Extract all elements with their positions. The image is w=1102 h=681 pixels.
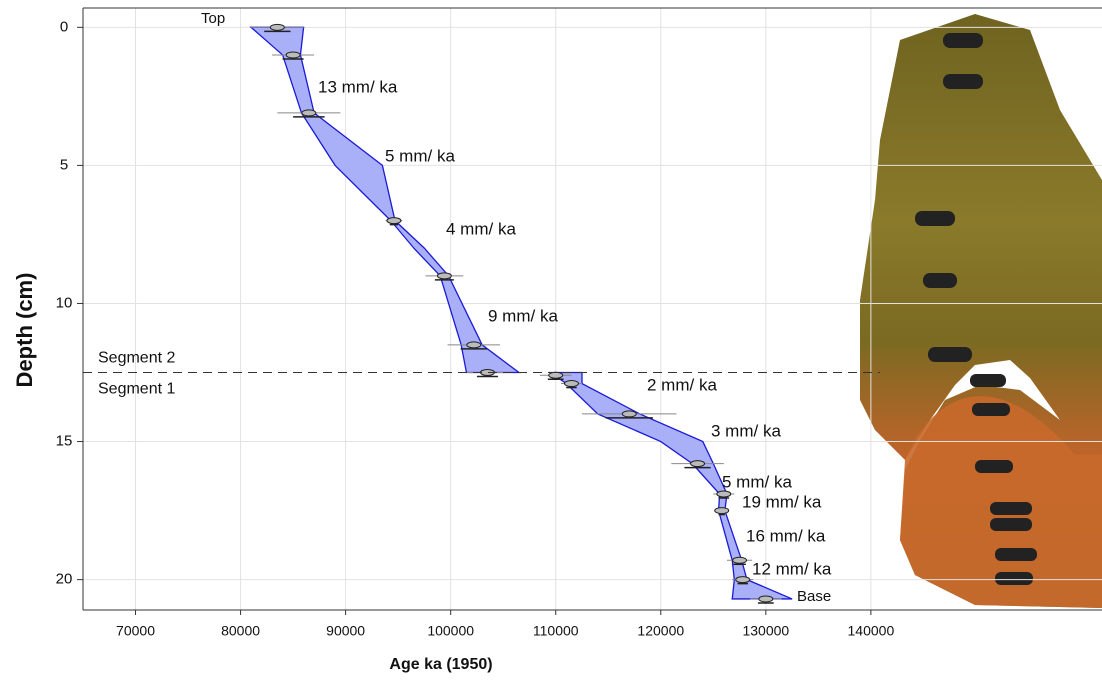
date-point: [301, 109, 317, 117]
sample-holes: [915, 33, 1037, 585]
x-tick-label: 130000: [742, 623, 789, 639]
date-point: [285, 51, 301, 59]
x-tick-label: 70000: [116, 623, 155, 639]
rate-label: 3 mm/ ka: [711, 421, 781, 440]
x-tick-label: 90000: [326, 623, 365, 639]
date-point: [758, 595, 774, 603]
date-point: [466, 341, 482, 349]
date-point: [621, 410, 637, 418]
date-point: [386, 217, 402, 225]
top-label: Top: [201, 10, 225, 27]
x-tick-label: 120000: [637, 623, 684, 639]
age-model-envelope: [548, 371, 793, 600]
rate-label: 12 mm/ ka: [752, 559, 832, 578]
date-point: [714, 507, 730, 515]
y-tick-label: 5: [60, 156, 68, 173]
date-point: [690, 460, 706, 468]
base-label: Base: [797, 588, 831, 605]
y-tick-label: 0: [60, 18, 68, 35]
y-tick-label: 15: [56, 433, 73, 450]
date-point: [716, 490, 732, 498]
rate-label: 19 mm/ ka: [742, 492, 822, 511]
date-point: [732, 556, 748, 564]
segment-label: Segment 1: [98, 381, 175, 398]
date-point: [269, 23, 285, 31]
y-axis-title: Depth (cm): [12, 273, 37, 388]
rate-label: 5 mm/ ka: [385, 146, 455, 165]
plot: 70000 80000 90000 100000 110000 120000 130000 1…: [56, 7, 1102, 639]
date-point: [548, 371, 564, 379]
rate-label: 2 mm/ ka: [647, 375, 717, 394]
date-point: [563, 380, 579, 388]
y-tick-label: 20: [56, 571, 73, 588]
date-point: [735, 576, 751, 584]
y-tick-label: 10: [56, 294, 73, 311]
x-tick-label: 100000: [427, 623, 474, 639]
date-point: [436, 272, 452, 280]
x-tick-label: 140000: [848, 623, 895, 639]
segment-label: Segment 2: [98, 350, 175, 367]
x-tick-label: 110000: [533, 623, 579, 639]
rate-label: 9 mm/ ka: [488, 306, 558, 325]
rate-label: 4 mm/ ka: [446, 219, 516, 238]
rate-label: 16 mm/ ka: [746, 526, 826, 545]
rate-label: 13 mm/ ka: [318, 77, 398, 96]
stalagmite-photo: [860, 14, 1102, 608]
x-tick-label: 80000: [221, 623, 260, 639]
rate-label: 5 mm/ ka: [722, 472, 792, 491]
x-axis-title: Age ka (1950): [389, 656, 492, 673]
